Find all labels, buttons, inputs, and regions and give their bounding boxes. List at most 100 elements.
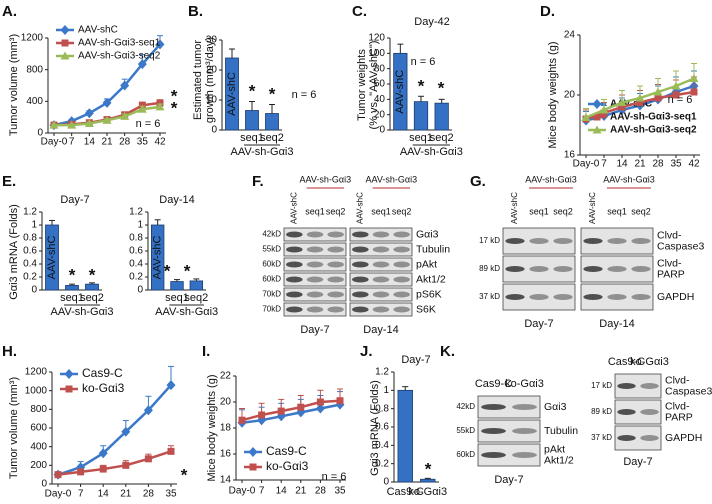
annotation: Day-7 [401, 354, 430, 366]
blot-band [481, 428, 506, 434]
y-tick-label: 10 [206, 95, 218, 106]
y-axis-label: Tumor weights [356, 49, 368, 121]
panel-label: B. [188, 3, 203, 20]
x-tick-label: 35 [137, 137, 149, 148]
marker [248, 447, 258, 457]
marker [77, 468, 85, 476]
panel-label: A. [2, 3, 17, 20]
y-tick-label: 0.4 [129, 259, 143, 270]
protein-label: pAkt [544, 443, 565, 455]
kd-label: 60kD [456, 450, 475, 459]
panel-label: I. [202, 343, 210, 360]
significance-star: * [89, 265, 96, 284]
protein-label: Tubulin [544, 425, 578, 437]
series-line [241, 403, 341, 425]
legend-label: AAV-shC [78, 25, 118, 36]
legend-label: AAV-sh-Gαi3-seq2 [610, 125, 697, 136]
marker [137, 59, 147, 70]
blot-strip [349, 302, 413, 317]
kd-label: 70kD [262, 290, 281, 299]
annotation: n = 6 [292, 89, 317, 101]
annotation: Day-14 [159, 194, 194, 206]
x-tick-label: 35 [334, 486, 346, 497]
marker [120, 111, 130, 120]
x-tick-label: 42 [688, 159, 700, 170]
annotation: n = 6 [668, 94, 693, 106]
marker [54, 471, 62, 479]
significance-star: * [438, 78, 445, 97]
significance-star: * [249, 81, 256, 100]
blot-band [583, 266, 603, 272]
annotation: n = 6 [136, 118, 161, 130]
marker [315, 403, 325, 414]
y-tick-label: 400 [26, 96, 43, 107]
legend-label: ko-Gαi3 [82, 381, 125, 395]
legend-label: AAV-sh-Gαi3-seq1 [78, 38, 161, 49]
annotation: Day-42 [414, 16, 449, 28]
blot-band [286, 306, 303, 313]
marker [144, 455, 152, 463]
blot-band [512, 404, 537, 410]
significance-star: * [171, 86, 178, 105]
y-tick-label: 0 [211, 125, 217, 136]
marker [121, 426, 131, 437]
y-tick-label: 16 [220, 449, 232, 460]
blot-band [505, 266, 525, 272]
blot-band [393, 276, 410, 283]
y-tick-label: 0 [379, 125, 385, 136]
bar [434, 102, 449, 131]
blot-strip [477, 443, 541, 467]
blot-strip [349, 287, 413, 302]
significance-star: * [425, 459, 432, 478]
lane-label: seq1 [529, 206, 549, 216]
lane-label: ko-Gαi3 [505, 378, 544, 390]
series-line [241, 399, 341, 422]
x-tick-label: 7 [259, 486, 265, 497]
significance-star: * [69, 265, 76, 284]
lane-label: seq2 [326, 206, 346, 216]
blot-band [306, 291, 324, 298]
blot-band [372, 231, 390, 238]
annotation: n = 6 [322, 471, 347, 483]
panel-label: F. [252, 173, 264, 190]
y-tick-label: 18 [220, 423, 232, 434]
marker [581, 113, 591, 121]
significance-star: * [164, 261, 171, 280]
protein-label: Gαi3 [416, 228, 439, 240]
y-tick-label: 0.4 [23, 259, 37, 270]
lane-label: seq1 [371, 206, 391, 216]
y-tick-label: 1.2 [23, 207, 37, 218]
protein-label: Clvd- [657, 257, 682, 269]
x-tick-label: 7 [69, 137, 75, 148]
blot-band [352, 276, 369, 283]
blot-band [393, 291, 410, 298]
blot-strip [283, 227, 347, 242]
blot-strip [283, 242, 347, 257]
category-label: AAV-shC [226, 72, 238, 116]
y-axis-label: growth (mm³/day) [204, 37, 216, 123]
significance-star: * [418, 76, 425, 95]
day-label: Day-7 [300, 324, 329, 336]
marker [155, 102, 165, 111]
y-axis-label: Estimated tumor [192, 40, 204, 120]
protein-label: S6K [416, 303, 436, 315]
x-tick-label: 28 [652, 159, 664, 170]
lane-label: seq2 [553, 206, 573, 216]
lane-label: seq2 [392, 206, 412, 216]
y-tick-label: 1200 [21, 33, 44, 44]
y-tick-label: 20 [220, 397, 232, 408]
marker [653, 87, 663, 96]
y-tick-label: 1000 [25, 385, 48, 396]
protein-label: Tubulin [416, 243, 450, 255]
category-label: seq2 [184, 292, 208, 304]
lane-label: AAV-shC [510, 192, 519, 224]
kd-label: 89 kD [591, 407, 612, 416]
blot-band [352, 306, 369, 313]
significance-star: * [184, 261, 191, 280]
annotation: Day-7 [60, 194, 89, 206]
blot-band [327, 291, 344, 298]
blot-band [529, 294, 549, 300]
y-tick-label: 0.8 [23, 233, 37, 244]
day-label: Day-14 [363, 324, 398, 336]
group-label: AAV-sh-Gαi3 [525, 174, 577, 184]
